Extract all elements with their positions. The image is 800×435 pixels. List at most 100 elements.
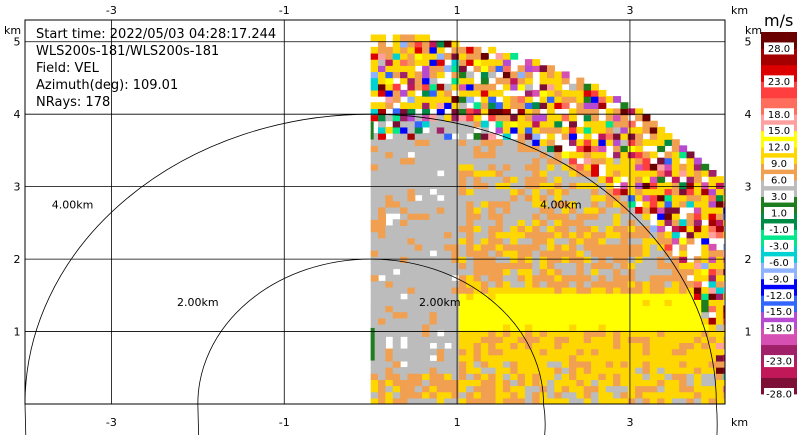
velocity-cell	[502, 169, 511, 177]
velocity-cell	[458, 367, 467, 374]
velocity-cell	[473, 305, 482, 313]
velocity-cell	[723, 391, 725, 399]
velocity-cell	[539, 120, 548, 128]
velocity-cell	[378, 348, 386, 356]
velocity-cell	[502, 126, 511, 134]
velocity-cell	[583, 151, 592, 159]
velocity-cell	[466, 96, 475, 103]
velocity-cell	[524, 225, 533, 233]
velocity-cell	[701, 385, 710, 393]
velocity-cell	[414, 157, 423, 165]
velocity-cell	[407, 96, 416, 103]
velocity-cell	[429, 367, 438, 374]
velocity-cell	[473, 59, 482, 66]
velocity-cell	[473, 385, 482, 393]
velocity-cell	[495, 225, 504, 233]
velocity-cell	[392, 108, 401, 116]
velocity-cell	[701, 336, 710, 344]
velocity-cell	[576, 176, 585, 183]
velocity-cell	[370, 200, 379, 208]
velocity-cell	[554, 194, 563, 202]
velocity-cell	[715, 397, 724, 404]
velocity-cell	[583, 237, 592, 245]
velocity-cell	[510, 348, 519, 356]
velocity-cell	[546, 243, 555, 251]
velocity-cell	[385, 52, 394, 60]
velocity-cell	[613, 139, 622, 146]
velocity-cell	[510, 188, 519, 196]
velocity-cell	[510, 354, 519, 362]
velocity-cell	[613, 268, 622, 276]
velocity-cell	[510, 200, 519, 208]
velocity-cell	[517, 213, 526, 220]
velocity-cell	[370, 46, 379, 54]
velocity-cell	[458, 256, 467, 263]
velocity-cell	[370, 176, 379, 183]
info-azimuth: Azimuth(deg): 109.01	[36, 78, 178, 93]
velocity-cell	[466, 274, 475, 282]
velocity-cell	[554, 237, 563, 245]
velocity-cell	[473, 256, 482, 263]
velocity-cell	[715, 348, 724, 356]
velocity-cell	[392, 225, 401, 233]
velocity-cell	[422, 157, 431, 165]
velocity-cell	[392, 40, 401, 48]
velocity-cell	[679, 268, 688, 276]
velocity-cell	[591, 163, 599, 171]
velocity-cell	[613, 397, 622, 404]
velocity-cell	[627, 237, 636, 245]
velocity-cell	[510, 397, 519, 404]
velocity-cell	[576, 256, 585, 263]
velocity-cell	[385, 397, 394, 404]
colorbar-label-bg	[764, 174, 794, 187]
velocity-cell	[569, 311, 577, 319]
velocity-cell	[385, 268, 394, 276]
range-ring-label: 2.00km	[177, 296, 219, 309]
velocity-cell	[407, 157, 416, 165]
velocity-cell	[723, 213, 725, 220]
velocity-cell	[444, 250, 453, 257]
velocity-cell	[414, 262, 423, 270]
velocity-cell	[414, 243, 423, 251]
velocity-cell	[649, 182, 658, 190]
velocity-cell	[458, 354, 467, 362]
velocity-cell	[627, 219, 636, 227]
velocity-cell	[679, 274, 688, 282]
velocity-cell	[480, 157, 489, 165]
velocity-cell	[723, 250, 725, 257]
velocity-cell	[605, 274, 614, 282]
velocity-cell	[664, 286, 673, 294]
velocity-cell	[429, 145, 438, 153]
velocity-cell	[458, 225, 467, 233]
velocity-cell	[627, 286, 636, 294]
velocity-cell	[576, 237, 585, 245]
velocity-cell	[635, 373, 644, 380]
velocity-cell	[613, 213, 622, 220]
velocity-cell	[510, 182, 519, 190]
colorbar-unit: m/s	[764, 11, 793, 30]
velocity-cell	[444, 354, 453, 362]
velocity-cell	[598, 102, 607, 109]
velocity-cell	[554, 250, 563, 257]
velocity-cell	[370, 182, 379, 190]
velocity-cell	[510, 373, 519, 380]
velocity-cell	[524, 182, 533, 190]
velocity-cell	[554, 397, 563, 404]
velocity-cell	[517, 151, 526, 159]
velocity-cell	[510, 83, 519, 91]
velocity-cell	[561, 169, 570, 177]
velocity-cell	[502, 336, 511, 344]
velocity-cell	[378, 360, 386, 368]
velocity-cell	[458, 139, 467, 146]
velocity-cell	[605, 360, 614, 368]
velocity-cell	[583, 139, 592, 146]
velocity-cell	[561, 213, 570, 220]
velocity-cell	[422, 83, 431, 91]
velocity-cell	[451, 163, 460, 171]
velocity-cell	[576, 89, 585, 97]
velocity-cell	[458, 336, 467, 344]
velocity-cell	[466, 145, 475, 153]
velocity-cell	[510, 145, 519, 153]
velocity-cell	[510, 262, 519, 270]
velocity-cell	[554, 274, 563, 282]
